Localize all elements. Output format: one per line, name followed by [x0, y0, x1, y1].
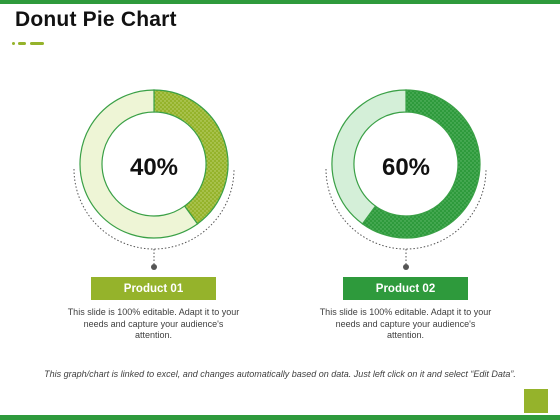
donut-2-center-label: 60%: [382, 154, 430, 181]
donut-2-outer-arc: [325, 168, 487, 250]
donut-1-outer-arc: [73, 168, 235, 250]
footer-note: This graph/chart is linked to excel, and…: [44, 369, 516, 379]
corner-accent-square: [524, 389, 548, 413]
donut-2-slice-value: [361, 89, 481, 239]
product-02-label: Product 02: [343, 277, 468, 300]
donut-2-connector-dot: [403, 264, 409, 270]
product-01-label: Product 01: [91, 277, 216, 300]
donut-1-connector-dot: [151, 264, 157, 270]
top-accent-bar: [0, 0, 560, 4]
bottom-accent-bar: [0, 415, 560, 420]
product-02-description: This slide is 100% editable. Adapt it to…: [319, 307, 492, 340]
donut-1-center-label: 40%: [130, 154, 178, 181]
donut-chart-1: 40%: [73, 89, 235, 270]
page-title: Donut Pie Chart: [15, 8, 177, 31]
product-01-description: This slide is 100% editable. Adapt it to…: [67, 307, 240, 340]
donut-2-slice-remainder: [331, 89, 407, 225]
donut-1-slice-remainder: [79, 89, 199, 239]
donut-chart-2: 60%: [325, 89, 487, 270]
